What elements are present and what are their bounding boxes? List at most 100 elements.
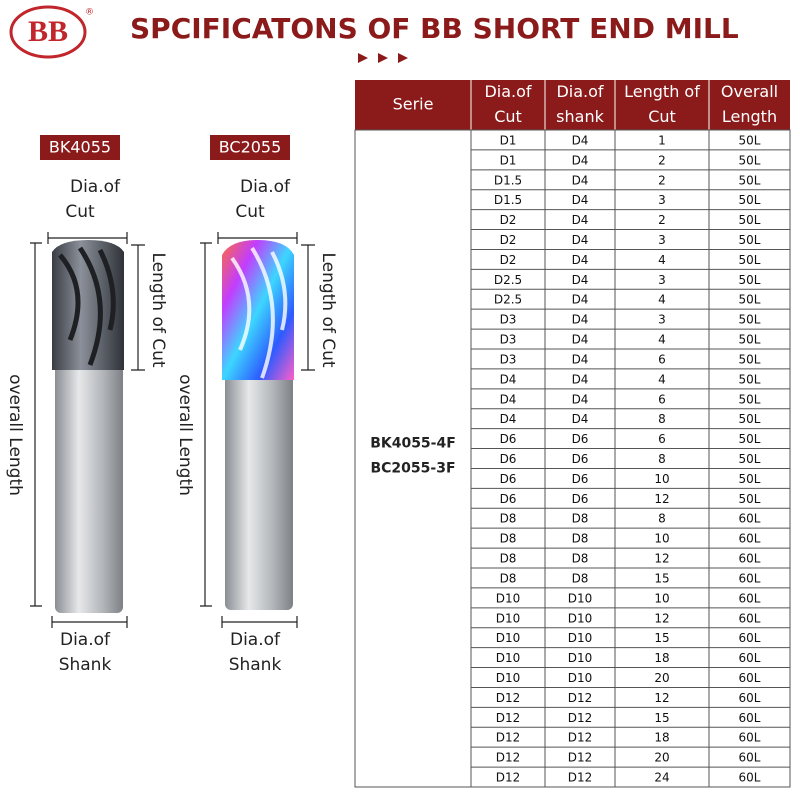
table-cell: D4	[500, 392, 517, 406]
table-cell: D4	[572, 253, 589, 267]
table-cell: D2.5	[494, 293, 522, 307]
table-cell: 60L	[739, 631, 761, 645]
table-cell: D4	[572, 153, 589, 167]
table-cell: 60L	[739, 671, 761, 685]
dia-shank-label: Shank	[229, 655, 282, 675]
table-cell: D6	[572, 492, 589, 506]
table-cell: D3	[500, 352, 517, 366]
table-cell: D4	[572, 333, 589, 347]
table-cell: D8	[572, 512, 589, 526]
header-cell: Dia.of	[484, 82, 531, 101]
table-cell: D4	[572, 193, 589, 207]
model-label: BK4055	[49, 138, 111, 157]
header-bg	[355, 80, 790, 130]
table-cell: D2	[500, 213, 517, 227]
header-cell: Serie	[393, 95, 434, 114]
table-cell: D2	[500, 233, 517, 247]
table-cell: 60L	[739, 611, 761, 625]
table-cell: D4	[572, 412, 589, 426]
table-cell: 8	[658, 412, 666, 426]
table-cell: 60L	[739, 591, 761, 605]
table-cell: D3	[500, 313, 517, 327]
table-cell: D12	[496, 711, 521, 725]
table-cell: 8	[658, 452, 666, 466]
model-badge	[210, 135, 290, 160]
table-cell: 15	[654, 631, 669, 645]
table-cell: 20	[654, 751, 669, 765]
table-cell: 8	[658, 512, 666, 526]
table-cell: D12	[496, 731, 521, 745]
table-cell: D4	[572, 352, 589, 366]
table-cell: 60L	[739, 731, 761, 745]
table-cell: D10	[496, 631, 521, 645]
table-cell: D1	[500, 153, 517, 167]
table-cell: 3	[658, 313, 666, 327]
table-cell: 60L	[739, 512, 761, 526]
table-cell: D4	[500, 372, 517, 386]
table-cell: D10	[496, 651, 521, 665]
table-cell: 15	[654, 711, 669, 725]
table-cell: 50L	[739, 452, 761, 466]
table-cell: D10	[568, 591, 593, 605]
table-cell: 50L	[739, 193, 761, 207]
table-cell: D6	[500, 452, 517, 466]
header-cell: Dia.of	[556, 82, 603, 101]
table-cell: D4	[572, 273, 589, 287]
table-cell: D4	[572, 293, 589, 307]
table-cell: 4	[658, 253, 666, 267]
content: BK4055 Dia.of Cut Length of Cut overall Leng…	[5, 80, 791, 788]
title: SPCIFICATONS OF BB SHORT END MILL	[130, 12, 739, 45]
table-cell: D10	[568, 631, 593, 645]
table-cell: D4	[500, 412, 517, 426]
table-cell: D4	[572, 233, 589, 247]
table-cell: 50L	[739, 273, 761, 287]
header-cell: Overall	[721, 82, 778, 101]
table-cell: D6	[572, 432, 589, 446]
model-badge	[40, 135, 120, 160]
header-cell: Length	[722, 107, 777, 126]
table-cell: 20	[654, 671, 669, 685]
table-cell: 50L	[739, 412, 761, 426]
table-cell: D4	[572, 313, 589, 327]
header-cell: Length of	[624, 82, 700, 101]
serie-name: BC2055-3F	[370, 461, 455, 477]
table-cell: D8	[572, 552, 589, 566]
dia-shank-label: Dia.of	[230, 630, 281, 650]
overall-length-label: overall Length	[5, 374, 25, 496]
logo-ring	[9, 5, 87, 59]
table-cell: 50L	[739, 153, 761, 167]
table-cell: D4	[572, 173, 589, 187]
table-cell: D8	[500, 571, 517, 585]
table-cell: D12	[568, 751, 593, 765]
table-cell: 18	[654, 651, 669, 665]
logo-mark: ®	[85, 8, 94, 18]
table-cell: 6	[658, 432, 666, 446]
table-border	[354, 129, 791, 788]
table-cell: D12	[568, 691, 593, 705]
table-cell: 60L	[739, 691, 761, 705]
table-cell: D10	[568, 671, 593, 685]
table-cell: D8	[500, 532, 517, 546]
header-cell: shank	[556, 107, 604, 126]
table-cell: 60L	[739, 571, 761, 585]
table-cell: 12	[654, 691, 669, 705]
dia-shank-label: Dia.of	[60, 630, 111, 650]
table-cell: 50L	[739, 233, 761, 247]
table-cell: 1	[658, 133, 666, 147]
table-cell: 3	[658, 233, 666, 247]
table-cell: 18	[654, 731, 669, 745]
table-cell: 6	[658, 392, 666, 406]
table-cell: D8	[500, 512, 517, 526]
length-of-cut-label: Length of Cut	[148, 252, 168, 367]
table-cell: 60L	[739, 532, 761, 546]
dia-cut-label: Dia.of	[240, 177, 291, 197]
serie-name: BK4055-4F	[370, 436, 456, 452]
header-cell: Cut	[494, 107, 522, 126]
table-cell: 50L	[739, 352, 761, 366]
table-cell: D6	[500, 492, 517, 506]
tool-bk4055	[52, 240, 124, 613]
model-label: BC2055	[219, 138, 282, 157]
length-of-cut-label: Length of Cut	[318, 252, 338, 367]
dia-cut-label: Dia.of	[70, 177, 121, 197]
table-cell: 50L	[739, 213, 761, 227]
